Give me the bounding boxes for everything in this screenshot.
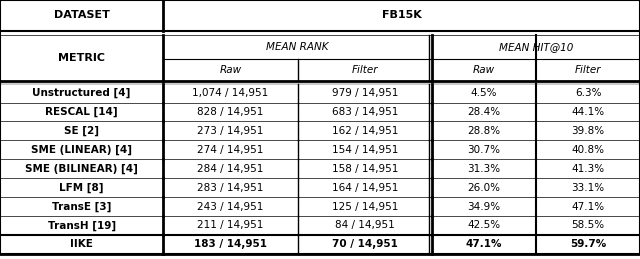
Text: 47.1%: 47.1%: [466, 239, 502, 249]
Text: 125 / 14,951: 125 / 14,951: [332, 202, 398, 212]
Text: 284 / 14,951: 284 / 14,951: [197, 164, 264, 174]
Text: 40.8%: 40.8%: [572, 145, 605, 155]
Text: 183 / 14,951: 183 / 14,951: [194, 239, 267, 249]
Text: 41.3%: 41.3%: [572, 164, 605, 174]
Text: 164 / 14,951: 164 / 14,951: [332, 183, 398, 193]
Text: Raw: Raw: [220, 65, 241, 75]
Text: 59.7%: 59.7%: [570, 239, 606, 249]
Text: TransH [19]: TransH [19]: [47, 220, 116, 231]
Text: 42.5%: 42.5%: [467, 220, 500, 231]
Text: 979 / 14,951: 979 / 14,951: [332, 88, 398, 98]
Text: 47.1%: 47.1%: [572, 202, 605, 212]
Text: 58.5%: 58.5%: [572, 220, 605, 231]
Text: 158 / 14,951: 158 / 14,951: [332, 164, 398, 174]
Text: 828 / 14,951: 828 / 14,951: [197, 107, 264, 117]
Text: SME (LINEAR) [4]: SME (LINEAR) [4]: [31, 145, 132, 155]
Text: DATASET: DATASET: [54, 10, 109, 20]
Text: 33.1%: 33.1%: [572, 183, 605, 193]
Text: LFM [8]: LFM [8]: [60, 183, 104, 193]
Text: 154 / 14,951: 154 / 14,951: [332, 145, 398, 155]
Text: Raw: Raw: [473, 65, 495, 75]
Text: 273 / 14,951: 273 / 14,951: [197, 126, 264, 136]
Text: MEAN RANK: MEAN RANK: [266, 42, 329, 52]
Text: 243 / 14,951: 243 / 14,951: [197, 202, 264, 212]
Text: 283 / 14,951: 283 / 14,951: [197, 183, 264, 193]
Text: 34.9%: 34.9%: [467, 202, 500, 212]
Text: 274 / 14,951: 274 / 14,951: [197, 145, 264, 155]
Text: 28.8%: 28.8%: [467, 126, 500, 136]
Text: FB15K: FB15K: [381, 10, 422, 20]
Text: Filter: Filter: [351, 65, 378, 75]
Text: 211 / 14,951: 211 / 14,951: [197, 220, 264, 231]
Text: 162 / 14,951: 162 / 14,951: [332, 126, 398, 136]
Text: Filter: Filter: [575, 65, 601, 75]
Text: SME (BILINEAR) [4]: SME (BILINEAR) [4]: [25, 164, 138, 174]
Text: 6.3%: 6.3%: [575, 88, 601, 98]
Text: 39.8%: 39.8%: [572, 126, 605, 136]
Text: METRIC: METRIC: [58, 53, 105, 63]
Text: 26.0%: 26.0%: [467, 183, 500, 193]
Text: IIKE: IIKE: [70, 239, 93, 249]
Text: 30.7%: 30.7%: [467, 145, 500, 155]
Text: 84 / 14,951: 84 / 14,951: [335, 220, 395, 231]
Text: Unstructured [4]: Unstructured [4]: [33, 88, 131, 98]
Text: 28.4%: 28.4%: [467, 107, 500, 117]
Text: 31.3%: 31.3%: [467, 164, 500, 174]
Text: TransE [3]: TransE [3]: [52, 202, 111, 212]
Text: 1,074 / 14,951: 1,074 / 14,951: [192, 88, 269, 98]
Text: MEAN HIT@10: MEAN HIT@10: [499, 42, 573, 52]
Text: 44.1%: 44.1%: [572, 107, 605, 117]
Text: SE [2]: SE [2]: [64, 126, 99, 136]
Text: 4.5%: 4.5%: [471, 88, 497, 98]
Text: RESCAL [14]: RESCAL [14]: [45, 107, 118, 117]
Text: 70 / 14,951: 70 / 14,951: [332, 239, 397, 249]
Text: 683 / 14,951: 683 / 14,951: [332, 107, 398, 117]
